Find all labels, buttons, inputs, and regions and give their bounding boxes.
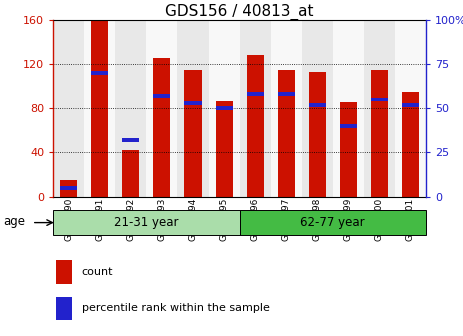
Bar <box>278 92 295 96</box>
Bar <box>153 94 170 98</box>
Bar <box>184 101 201 105</box>
Bar <box>247 92 263 96</box>
Bar <box>122 150 139 197</box>
Bar <box>53 20 84 197</box>
Bar <box>84 20 115 197</box>
Bar <box>216 107 232 110</box>
Text: 62-77 year: 62-77 year <box>300 216 365 229</box>
Text: percentile rank within the sample: percentile rank within the sample <box>82 303 269 313</box>
Bar <box>60 186 77 190</box>
Bar <box>91 71 108 75</box>
Bar <box>53 210 240 235</box>
Bar <box>395 20 426 197</box>
Bar <box>56 260 72 284</box>
Bar <box>402 92 419 197</box>
Bar <box>208 20 240 197</box>
Bar <box>371 70 388 197</box>
Bar <box>177 20 208 197</box>
Text: age: age <box>3 215 25 228</box>
Bar <box>240 210 426 235</box>
Bar <box>60 180 77 197</box>
Bar <box>146 20 177 197</box>
Bar <box>216 101 232 197</box>
Bar <box>333 20 364 197</box>
Bar <box>340 124 357 128</box>
Bar <box>240 20 271 197</box>
Bar <box>364 20 395 197</box>
Bar <box>371 98 388 101</box>
Bar <box>91 20 108 197</box>
Bar <box>184 70 201 197</box>
Bar <box>56 296 72 320</box>
Bar <box>302 20 333 197</box>
Bar <box>122 138 139 142</box>
Bar <box>340 102 357 197</box>
Text: 21-31 year: 21-31 year <box>114 216 179 229</box>
Text: count: count <box>82 267 113 277</box>
Bar <box>115 20 146 197</box>
Bar <box>278 70 295 197</box>
Title: GDS156 / 40813_at: GDS156 / 40813_at <box>165 4 314 20</box>
Bar <box>247 55 263 197</box>
Bar <box>309 103 326 107</box>
Bar <box>309 72 326 197</box>
Bar <box>153 58 170 197</box>
Bar <box>402 103 419 107</box>
Bar <box>271 20 302 197</box>
